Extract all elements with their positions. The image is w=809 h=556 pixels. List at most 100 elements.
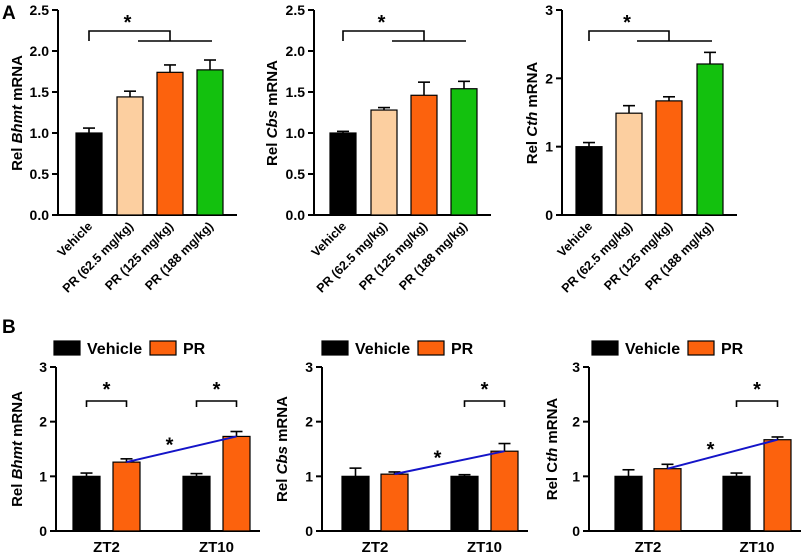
y-axis-label-part: mRNA	[9, 391, 26, 441]
panel-label-a: A	[2, 3, 16, 24]
trend-significance-star: *	[707, 439, 715, 461]
bar-cth-1	[615, 112, 643, 216]
y-tick-label: 0.0	[286, 207, 306, 223]
bar-pr-zt10	[490, 450, 519, 532]
x-category-label: PR (125 mg/kg)	[102, 219, 176, 293]
bar-pr-zt10	[763, 439, 792, 532]
bar-vehicle-zt10	[182, 475, 211, 532]
y-axis-label-part: th	[544, 448, 561, 462]
y-tick-label: 3	[305, 359, 313, 375]
bar-cth-0	[575, 146, 603, 216]
y-tick-label: 1	[39, 468, 47, 484]
bar-pr-zt10	[222, 435, 251, 532]
y-axis-label-part: mRNA	[544, 398, 561, 448]
y-axis-label-part: Cth	[524, 112, 541, 137]
bar-cbs-0	[329, 132, 357, 216]
y-tick-label: 3	[39, 359, 47, 375]
bar-bhmt-1	[116, 96, 144, 216]
x-category-label: PR (188 mg/kg)	[396, 219, 470, 293]
significance-star: *	[753, 379, 761, 401]
trend-line	[667, 438, 778, 470]
significance-bracket	[588, 30, 670, 41]
significance-bracket	[735, 400, 779, 407]
y-axis-label-part: Rel	[9, 143, 26, 171]
y-tick-label: 0	[572, 523, 580, 539]
y-tick-label: 2.5	[30, 2, 50, 18]
legend-label-vehicle: Vehicle	[355, 341, 410, 358]
significance-star: *	[623, 12, 631, 34]
legend-swatch-pr	[687, 340, 715, 356]
y-axis-label-part: Rel	[264, 138, 281, 166]
x-category-label: Vehicle	[555, 219, 595, 259]
bar-vehicle-zt2	[341, 475, 370, 532]
y-axis-label-part: Cbs	[264, 110, 281, 138]
bar-bhmt-2	[156, 71, 184, 216]
bar-vehicle-zt10	[722, 475, 751, 532]
x-group-label: ZT10	[199, 539, 234, 556]
significance-star: *	[103, 379, 111, 401]
bar-cth-2	[655, 100, 683, 216]
y-tick-label: 2	[39, 414, 47, 430]
x-group-label: ZT10	[739, 539, 774, 556]
y-tick-label: 3	[545, 2, 553, 18]
y-axis-label-part: Rel	[274, 474, 291, 502]
trend-significance-star: *	[166, 434, 174, 456]
x-category-label: PR (62.5 mg/kg)	[60, 219, 136, 295]
y-tick-label: 2.5	[286, 2, 306, 18]
y-axis-label: Rel Bhmt mRNA	[9, 391, 26, 507]
y-axis-label-part: mRNA	[524, 62, 541, 112]
y-axis-label: Rel Cbs mRNA	[274, 396, 291, 502]
y-axis-label-part: mRNA	[9, 55, 26, 105]
y-tick-label: 1	[545, 139, 553, 155]
y-tick-label: 1.0	[30, 125, 50, 141]
significance-bracket	[88, 30, 171, 41]
x-category-label: PR (62.5 mg/kg)	[559, 219, 635, 295]
y-axis-label-part: Bhmt	[9, 104, 26, 143]
bar-pr-zt2	[112, 461, 141, 532]
x-category-label: PR (125 mg/kg)	[356, 219, 430, 293]
y-tick-label: 2.0	[286, 43, 306, 59]
significance-star: *	[378, 12, 386, 34]
x-category-label: PR (62.5 mg/kg)	[314, 219, 390, 295]
bar-pr-zt2	[653, 468, 682, 532]
legend-swatch-pr	[149, 340, 177, 356]
bar-bhmt-0	[75, 132, 103, 216]
y-tick-label: 1.5	[286, 84, 306, 100]
significance-star: *	[124, 12, 132, 34]
bar-bhmt-3	[196, 69, 224, 216]
y-axis-label-part: mRNA	[264, 60, 281, 110]
y-tick-label: 2	[305, 414, 313, 430]
legend-label-vehicle: Vehicle	[625, 341, 680, 358]
significance-star: *	[213, 379, 221, 401]
legend-swatch-pr	[417, 340, 445, 356]
y-axis-label: Rel Cth mRNA	[524, 62, 541, 165]
legend-label-vehicle: Vehicle	[87, 341, 142, 358]
y-tick-label: 3	[572, 359, 580, 375]
significance-bracket	[463, 400, 506, 407]
x-category-label: Vehicle	[55, 219, 95, 259]
y-axis-label-part: Rel	[9, 479, 26, 507]
trend-line	[394, 450, 505, 476]
x-category-label: PR (188 mg/kg)	[142, 219, 216, 293]
legend-swatch-vehicle	[321, 340, 349, 356]
bar-vehicle-zt2	[72, 475, 101, 532]
y-tick-label: 0.5	[30, 166, 50, 182]
y-axis-label-part: Cbs	[274, 446, 291, 474]
x-category-label: Vehicle	[309, 219, 349, 259]
legend-swatch-vehicle	[591, 340, 619, 356]
y-axis-label-part: Bhmt	[9, 440, 26, 479]
y-tick-label: 2	[545, 70, 553, 86]
x-category-label: PR (125 mg/kg)	[601, 219, 675, 293]
y-tick-label: 1	[305, 468, 313, 484]
y-tick-label: 0.0	[30, 207, 50, 223]
y-axis-label-part: mRNA	[274, 396, 291, 446]
y-axis-label: Rel Bhmt mRNA	[9, 55, 26, 171]
y-axis-label: Rel Cth mRNA	[544, 398, 561, 501]
trend-significance-star: *	[434, 448, 442, 470]
bar-vehicle-zt10	[450, 475, 479, 532]
significance-bracket	[342, 30, 425, 41]
x-group-label: ZT2	[362, 539, 389, 556]
bar-vehicle-zt2	[614, 475, 643, 532]
panel-label-b: B	[2, 317, 16, 338]
